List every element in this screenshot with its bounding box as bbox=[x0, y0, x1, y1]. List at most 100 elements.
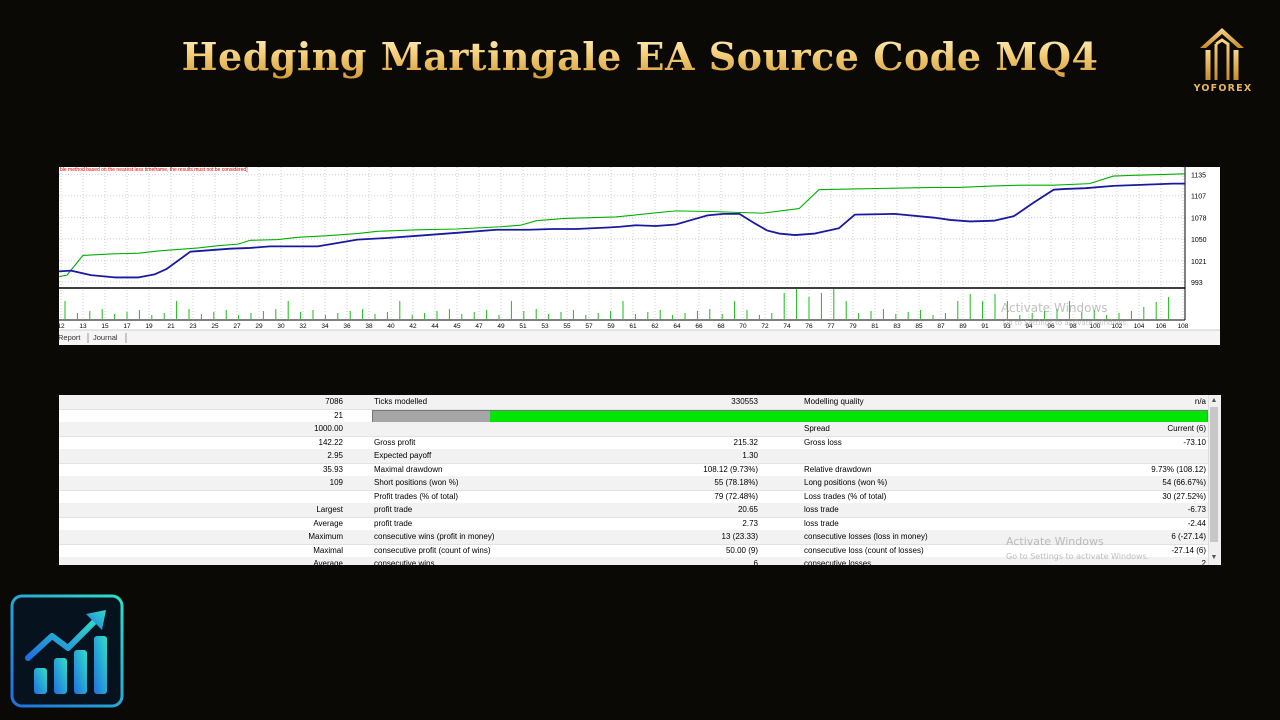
report-cell-c5: 2 bbox=[1201, 559, 1206, 565]
x-tick-label: 29 bbox=[255, 323, 263, 330]
y-tick-label: 1050 bbox=[1191, 237, 1207, 244]
x-tick-label: 13 bbox=[79, 323, 87, 330]
tab-journal[interactable]: Journal bbox=[93, 333, 118, 342]
chart-grid bbox=[59, 167, 1185, 320]
tab-report[interactable]: Report bbox=[59, 333, 81, 342]
report-cell-c1: Average bbox=[313, 559, 343, 565]
x-tick-label: 102 bbox=[1112, 323, 1123, 330]
report-cell-c5: n/a bbox=[1194, 397, 1206, 406]
x-tick-label: 34 bbox=[321, 323, 329, 330]
report-cell-c1: 1000.00 bbox=[314, 424, 343, 433]
x-tick-label: 72 bbox=[761, 323, 769, 330]
report-cell-c2: Maximal drawdown bbox=[374, 464, 443, 474]
x-tick-label: 40 bbox=[387, 323, 395, 330]
x-tick-label: 57 bbox=[585, 323, 593, 330]
x-tick-label: 91 bbox=[981, 323, 989, 330]
x-tick-label: 62 bbox=[651, 323, 659, 330]
report-scroll-thumb[interactable] bbox=[1210, 407, 1218, 542]
x-tick-label: 53 bbox=[541, 323, 549, 330]
report-cell-c3: 2.73 bbox=[742, 518, 758, 528]
x-tick-label: 89 bbox=[959, 323, 967, 330]
report-cell-c5: -27.14 (6) bbox=[1171, 545, 1206, 555]
report-cell-c5: -73.10 bbox=[1183, 437, 1206, 447]
report-row: Average consecutive wins 6 consecutive loss… bbox=[59, 557, 1208, 565]
report-cell-c3: 50.00 (9) bbox=[725, 545, 758, 555]
x-tick-label: 44 bbox=[431, 323, 439, 330]
report-cell-c1: 21 bbox=[334, 410, 343, 420]
report-cell-c5: -6.73 bbox=[1187, 505, 1206, 514]
report-cell-c1: 142.22 bbox=[318, 437, 343, 447]
x-tick-label: 12 bbox=[59, 323, 65, 330]
report-cell-c2: consecutive wins (profit in money) bbox=[374, 532, 495, 541]
report-row: Maximum consecutive wins (profit in money… bbox=[59, 530, 1208, 545]
report-cell-c4: loss trade bbox=[804, 518, 839, 528]
x-tick-label: 83 bbox=[893, 323, 901, 330]
report-cell-c1: 109 bbox=[329, 478, 343, 487]
report-cell-c4: Gross loss bbox=[804, 437, 842, 447]
tester-warning-text: ble method based on the nearest less tim… bbox=[60, 167, 248, 173]
report-row: 1000.00 Spread Current (6) bbox=[59, 422, 1208, 437]
scroll-down-icon[interactable]: ▼ bbox=[1210, 554, 1218, 561]
report-cell-c1: Maximal bbox=[313, 545, 343, 555]
report-cell-c3: 1.30 bbox=[742, 451, 758, 460]
x-tick-label: 76 bbox=[805, 323, 813, 330]
x-tick-label: 49 bbox=[497, 323, 505, 330]
x-tick-label: 66 bbox=[695, 323, 703, 330]
report-cell-c4: consecutive losses bbox=[804, 559, 872, 565]
report-cell-c5: 54 (66.67%) bbox=[1162, 478, 1206, 487]
x-tick-label: 81 bbox=[871, 323, 879, 330]
report-row: Profit trades (% of total) 79 (72.48%) Los… bbox=[59, 490, 1208, 504]
report-row: 109 Short positions (won %) 55 (78.18%) Lon… bbox=[59, 476, 1208, 491]
balance-line bbox=[59, 173, 1186, 278]
report-cell-c3: 20.65 bbox=[737, 505, 758, 514]
report-cell-c2: Short positions (won %) bbox=[374, 478, 459, 487]
report-cell-c3: 330553 bbox=[731, 397, 758, 406]
report-row: 2.95 Expected payoff 1.30 bbox=[59, 449, 1208, 464]
x-tick-label: 30 bbox=[277, 323, 285, 330]
activate-windows-subtext: Go to Settings to activate Windows. bbox=[1006, 552, 1150, 561]
report-cell-c3: 6 bbox=[753, 559, 758, 565]
report-row: Average profit trade 2.73 loss trade -2.44 bbox=[59, 517, 1208, 531]
report-cell-c1: Average bbox=[313, 518, 343, 528]
report-cell-c4: Long positions (won %) bbox=[804, 478, 888, 487]
y-tick-label: 993 bbox=[1191, 280, 1203, 287]
x-tick-label: 21 bbox=[167, 323, 175, 330]
report-cell-c2: Profit trades (% of total) bbox=[374, 491, 459, 501]
x-tick-label: 94 bbox=[1025, 323, 1033, 330]
report-row: 21 bbox=[59, 409, 1208, 423]
report-cell-c4: Relative drawdown bbox=[804, 464, 872, 474]
trend-chart-icon bbox=[10, 594, 124, 708]
x-tick-label: 36 bbox=[343, 323, 351, 330]
report-row: 142.22 Gross profit 215.32 Gross loss -73.10 bbox=[59, 436, 1208, 450]
x-tick-label: 27 bbox=[233, 323, 241, 330]
x-tick-label: 23 bbox=[189, 323, 197, 330]
report-cell-c2: profit trade bbox=[374, 518, 413, 528]
report-cell-c3: 215.32 bbox=[733, 437, 758, 447]
x-tick-label: 64 bbox=[673, 323, 681, 330]
report-cell-c1: 7086 bbox=[325, 397, 343, 406]
report-row: 35.93 Maximal drawdown 108.12 (9.73%) Relat… bbox=[59, 463, 1208, 477]
report-cell-c1: 35.93 bbox=[322, 464, 343, 474]
report-cell-c4: consecutive loss (count of losses) bbox=[804, 545, 924, 555]
activate-windows-watermark: Activate Windows bbox=[1006, 535, 1104, 548]
report-cell-c4: consecutive losses (loss in money) bbox=[804, 532, 928, 541]
x-tick-label: 38 bbox=[365, 323, 373, 330]
report-cell-c4: Spread bbox=[804, 424, 830, 433]
modelling-quality-bar bbox=[372, 409, 1208, 423]
report-cell-c1: 2.95 bbox=[327, 451, 343, 460]
x-tick-label: 104 bbox=[1134, 323, 1145, 330]
tab-bar bbox=[59, 330, 1220, 345]
report-cell-c2: profit trade bbox=[374, 505, 413, 514]
scroll-up-icon[interactable]: ▲ bbox=[1210, 397, 1218, 404]
x-tick-label: 87 bbox=[937, 323, 945, 330]
x-tick-label: 55 bbox=[563, 323, 571, 330]
balance-equity-chart: 1135 1107 1078 1050 1021 993 12 13 15 17 19 21 23 25 2… bbox=[59, 167, 1220, 345]
report-cell-c3: 13 (23.33) bbox=[721, 532, 758, 541]
x-tick-label: 19 bbox=[145, 323, 153, 330]
report-cell-c4: Loss trades (% of total) bbox=[804, 491, 887, 501]
x-tick-label: 47 bbox=[475, 323, 483, 330]
report-cell-c5: 6 (-27.14) bbox=[1171, 532, 1206, 541]
x-tick-label: 108 bbox=[1178, 323, 1189, 330]
x-tick-label: 100 bbox=[1090, 323, 1101, 330]
report-cell-c5: -2.44 bbox=[1187, 518, 1206, 528]
